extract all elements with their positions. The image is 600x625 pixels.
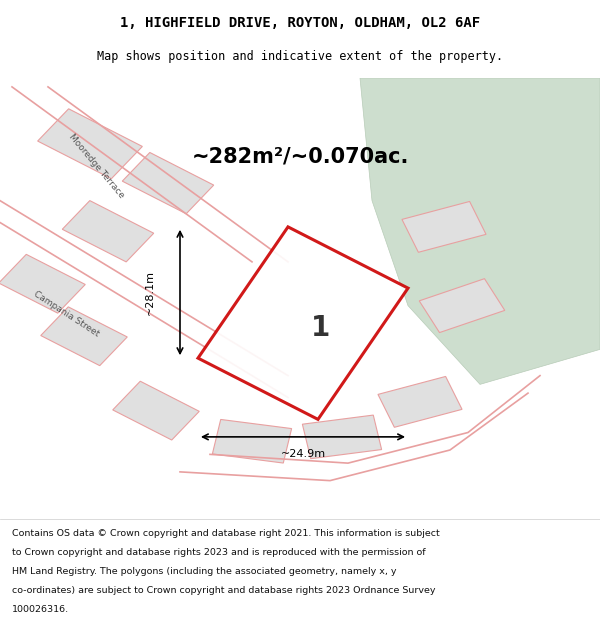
Text: ~24.9m: ~24.9m	[280, 449, 326, 459]
Text: HM Land Registry. The polygons (including the associated geometry, namely x, y: HM Land Registry. The polygons (includin…	[12, 567, 397, 576]
Text: Map shows position and indicative extent of the property.: Map shows position and indicative extent…	[97, 50, 503, 62]
Text: ~28.1m: ~28.1m	[145, 270, 155, 315]
Polygon shape	[41, 307, 127, 366]
Polygon shape	[122, 152, 214, 214]
Text: ~282m²/~0.070ac.: ~282m²/~0.070ac.	[191, 147, 409, 167]
Text: 1: 1	[311, 314, 331, 341]
Polygon shape	[419, 279, 505, 332]
Text: 100026316.: 100026316.	[12, 605, 69, 614]
Polygon shape	[62, 201, 154, 262]
Text: Contains OS data © Crown copyright and database right 2021. This information is : Contains OS data © Crown copyright and d…	[12, 529, 440, 538]
Text: Campania Street: Campania Street	[32, 290, 100, 339]
Text: 1, HIGHFIELD DRIVE, ROYTON, OLDHAM, OL2 6AF: 1, HIGHFIELD DRIVE, ROYTON, OLDHAM, OL2 …	[120, 16, 480, 31]
Polygon shape	[402, 201, 486, 252]
Text: co-ordinates) are subject to Crown copyright and database rights 2023 Ordnance S: co-ordinates) are subject to Crown copyr…	[12, 586, 436, 595]
Text: Mooredge Terrace: Mooredge Terrace	[67, 132, 125, 199]
Polygon shape	[212, 419, 292, 463]
Polygon shape	[0, 254, 85, 313]
Polygon shape	[198, 227, 408, 419]
Polygon shape	[378, 376, 462, 428]
Polygon shape	[38, 109, 142, 179]
Text: to Crown copyright and database rights 2023 and is reproduced with the permissio: to Crown copyright and database rights 2…	[12, 548, 425, 557]
Polygon shape	[113, 381, 199, 440]
Polygon shape	[360, 78, 600, 384]
Polygon shape	[302, 415, 382, 459]
